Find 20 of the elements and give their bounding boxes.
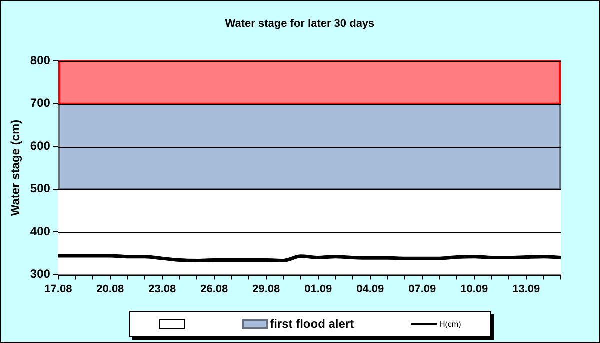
x-tick-label: 04.09 [356, 283, 384, 296]
x-tick-label: 23.08 [148, 283, 176, 296]
x-tick-label: 07.09 [408, 283, 436, 296]
chart-title: Water stage for later 30 days [224, 18, 376, 30]
x-tick-label: 10.09 [460, 283, 488, 296]
legend-label: first flood alert [270, 317, 354, 331]
x-tick-label: 26.08 [200, 283, 228, 296]
x-tick-label: 17.08 [44, 283, 72, 296]
x-tick-label: 29.08 [252, 283, 280, 296]
x-tick-label: 01.09 [304, 283, 332, 296]
y-axis-title: Water stage (cm) [8, 120, 23, 216]
y-tick-label: 300 [30, 267, 51, 282]
x-tick-label: 20.08 [96, 283, 124, 296]
x-tick-label: 13.09 [512, 283, 540, 296]
y-tick-label: 800 [30, 54, 51, 68]
y-tick-label: 500 [30, 182, 51, 196]
legend-label: H(cm) [439, 320, 462, 328]
y-tick-label: 600 [30, 138, 51, 153]
y-tick-label: 400 [30, 224, 51, 238]
y-tick-label: 700 [30, 96, 51, 110]
